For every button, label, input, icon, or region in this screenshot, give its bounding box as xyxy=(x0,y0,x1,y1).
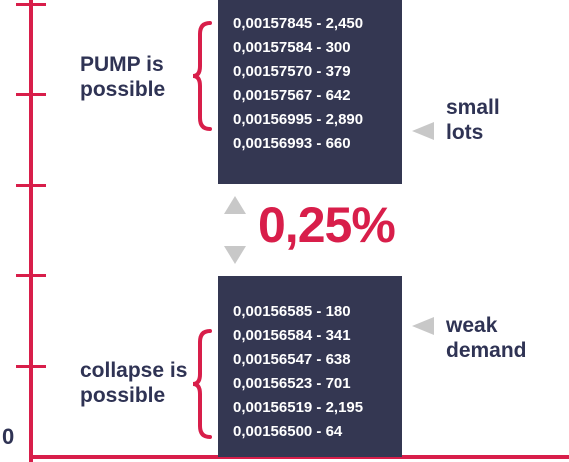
arrow-up-icon xyxy=(224,196,246,214)
horizontal-axis xyxy=(29,455,569,459)
small-lots-label: small lots xyxy=(446,96,500,144)
buy-order-row: 0,00156547 - 638 xyxy=(233,351,351,368)
axis-zero-label: 0 xyxy=(2,424,15,449)
spread-percentage: 0,25% xyxy=(258,197,396,253)
axis-tick xyxy=(16,184,46,187)
buy-order-row: 0,00156585 - 180 xyxy=(233,303,351,320)
pump-brace-icon xyxy=(192,21,212,131)
sell-order-row: 0,00156993 - 660 xyxy=(233,135,351,152)
buy-order-row: 0,00156584 - 341 xyxy=(233,327,351,344)
sell-order-row: 0,00157570 - 379 xyxy=(233,63,351,80)
vertical-axis xyxy=(29,0,33,462)
sell-order-row: 0,00157567 - 642 xyxy=(233,87,351,104)
sell-order-row: 0,00157584 - 300 xyxy=(233,39,351,56)
axis-tick xyxy=(16,274,46,277)
buy-order-row: 0,00156519 - 2,195 xyxy=(233,399,364,416)
buy-order-row: 0,00156523 - 701 xyxy=(233,375,351,392)
pointer-left-icon xyxy=(412,317,434,335)
collapse-possible-label: collapse is possible xyxy=(80,359,188,407)
axis-tick xyxy=(16,3,46,6)
buy-order-row: 0,00156500 - 64 xyxy=(233,423,343,440)
weak-demand-label: weak demand xyxy=(446,314,527,362)
sell-orders-box: 0,00157845 - 2,450 0,00157584 - 300 0,00… xyxy=(218,0,402,184)
axis-tick xyxy=(16,93,46,96)
sell-order-row: 0,00157845 - 2,450 xyxy=(233,15,364,32)
axis-tick xyxy=(16,365,46,368)
arrow-down-icon xyxy=(224,246,246,264)
collapse-brace-icon xyxy=(192,329,212,439)
pointer-left-icon xyxy=(412,122,434,140)
sell-order-row: 0,00156995 - 2,890 xyxy=(233,111,364,128)
pump-possible-label: PUMP is possible xyxy=(80,53,166,101)
buy-orders-box: 0,00156585 - 180 0,00156584 - 341 0,0015… xyxy=(218,276,402,457)
